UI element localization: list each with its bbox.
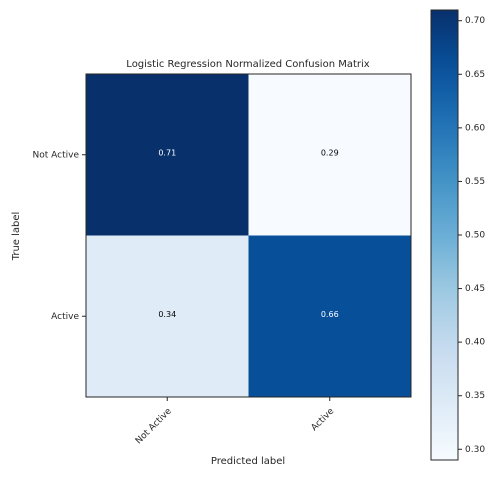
chart-title: Logistic Regression Normalized Confusion…: [126, 59, 369, 70]
cell-value-label: 0.34: [158, 310, 176, 319]
colorbar-tick-label: 0.50: [465, 231, 485, 241]
colorbar-tick-label: 0.65: [465, 70, 485, 80]
colorbar-tick-label: 0.60: [465, 123, 485, 133]
heatmap-cell: [86, 74, 249, 236]
cell-value-label: 0.29: [321, 148, 339, 157]
x-tick-label: Active: [310, 406, 337, 433]
colorbar-tick-label: 0.40: [465, 338, 485, 348]
x-tick-label: Not Active: [134, 406, 174, 446]
colorbar: [430, 9, 459, 461]
y-tick-label: Not Active: [33, 150, 80, 160]
colorbar-tick-label: 0.45: [465, 284, 485, 294]
y-axis-ticks: Not Active Active: [33, 150, 86, 322]
heatmap-cell: [248, 235, 411, 397]
heatmap-cell: [86, 235, 249, 397]
cell-value-label: 0.66: [321, 310, 339, 319]
y-axis-label: True label: [11, 212, 22, 262]
x-axis-ticks: Not Active Active: [134, 397, 337, 446]
x-axis-label: Predicted label: [211, 456, 285, 467]
colorbar-tick-label: 0.55: [465, 177, 485, 187]
y-tick-label: Active: [51, 312, 79, 322]
colorbar-ticks: 0.30 0.35 0.40 0.45 0.50 0.55 0.60 0.65 0.70: [458, 16, 485, 455]
colorbar-tick-label: 0.30: [465, 445, 485, 455]
heatmap-cell-labels: 0.71 0.29 0.34 0.66: [158, 148, 338, 319]
heatmap-cells: [86, 74, 411, 397]
cell-value-label: 0.71: [158, 148, 176, 157]
colorbar-tick-label: 0.70: [465, 16, 485, 26]
heatmap-cell: [248, 74, 411, 236]
plot-frame: [85, 73, 412, 398]
colorbar-tick-label: 0.35: [465, 391, 485, 401]
